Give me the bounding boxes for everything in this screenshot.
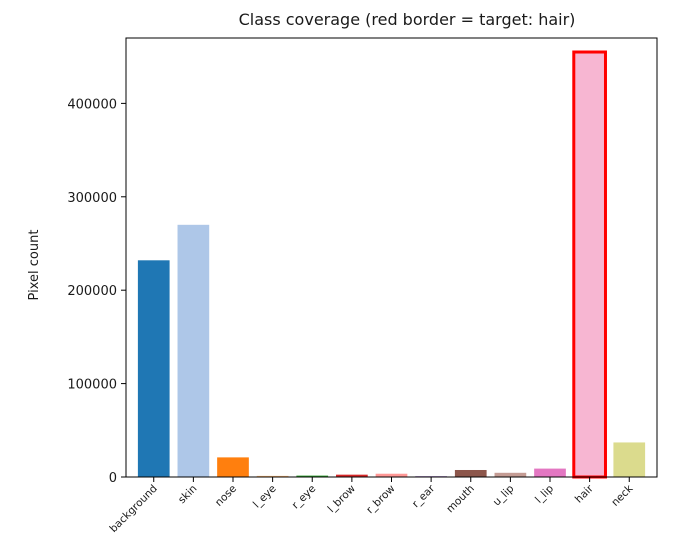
bar-nose — [217, 457, 249, 477]
x-tick-label: skin — [176, 483, 199, 506]
x-axis: background skin nose l_eye r_eye l_brow r_brow… — [107, 477, 636, 535]
x-tick-label: u_lip — [491, 482, 517, 508]
bar-r-eye — [296, 475, 329, 477]
bars-layer — [137, 50, 646, 479]
y-tick-label: 300000 — [67, 191, 117, 206]
bar-hair-highlighted — [572, 50, 607, 479]
x-tick-label: l_eye — [251, 483, 279, 511]
bar-neck — [613, 442, 646, 477]
y-tick-label: 200000 — [67, 284, 117, 299]
bar-l-lip — [534, 468, 566, 477]
bar-background — [137, 260, 170, 477]
bar-r-brow — [375, 473, 408, 477]
bar-skin — [177, 224, 210, 477]
bar-u-lip — [494, 472, 527, 477]
y-axis-label: Pixel count — [27, 230, 42, 301]
x-tick-label: hair — [573, 482, 596, 505]
bar-l-eye — [256, 475, 289, 477]
bar-mouth — [454, 469, 487, 477]
x-tick-label: l_brow — [326, 482, 359, 515]
bar-l-brow — [336, 474, 368, 477]
x-tick-label: r_ear — [410, 482, 438, 510]
y-tick-label: 100000 — [67, 378, 117, 393]
x-tick-label: mouth — [444, 483, 477, 516]
y-tick-label: 0 — [109, 471, 117, 486]
y-tick-label: 400000 — [67, 97, 117, 112]
y-axis: 0 100000 200000 300000 400000 — [67, 97, 126, 486]
x-tick-label: r_eye — [290, 483, 319, 512]
chart-title: Class coverage (red border = target: hai… — [239, 10, 576, 29]
x-tick-label: neck — [609, 482, 636, 509]
x-tick-label: background — [107, 483, 159, 535]
plot-frame — [125, 37, 658, 478]
x-tick-label: nose — [213, 483, 239, 509]
x-tick-label: r_brow — [364, 482, 398, 516]
x-tick-label: l_lip — [533, 482, 556, 505]
